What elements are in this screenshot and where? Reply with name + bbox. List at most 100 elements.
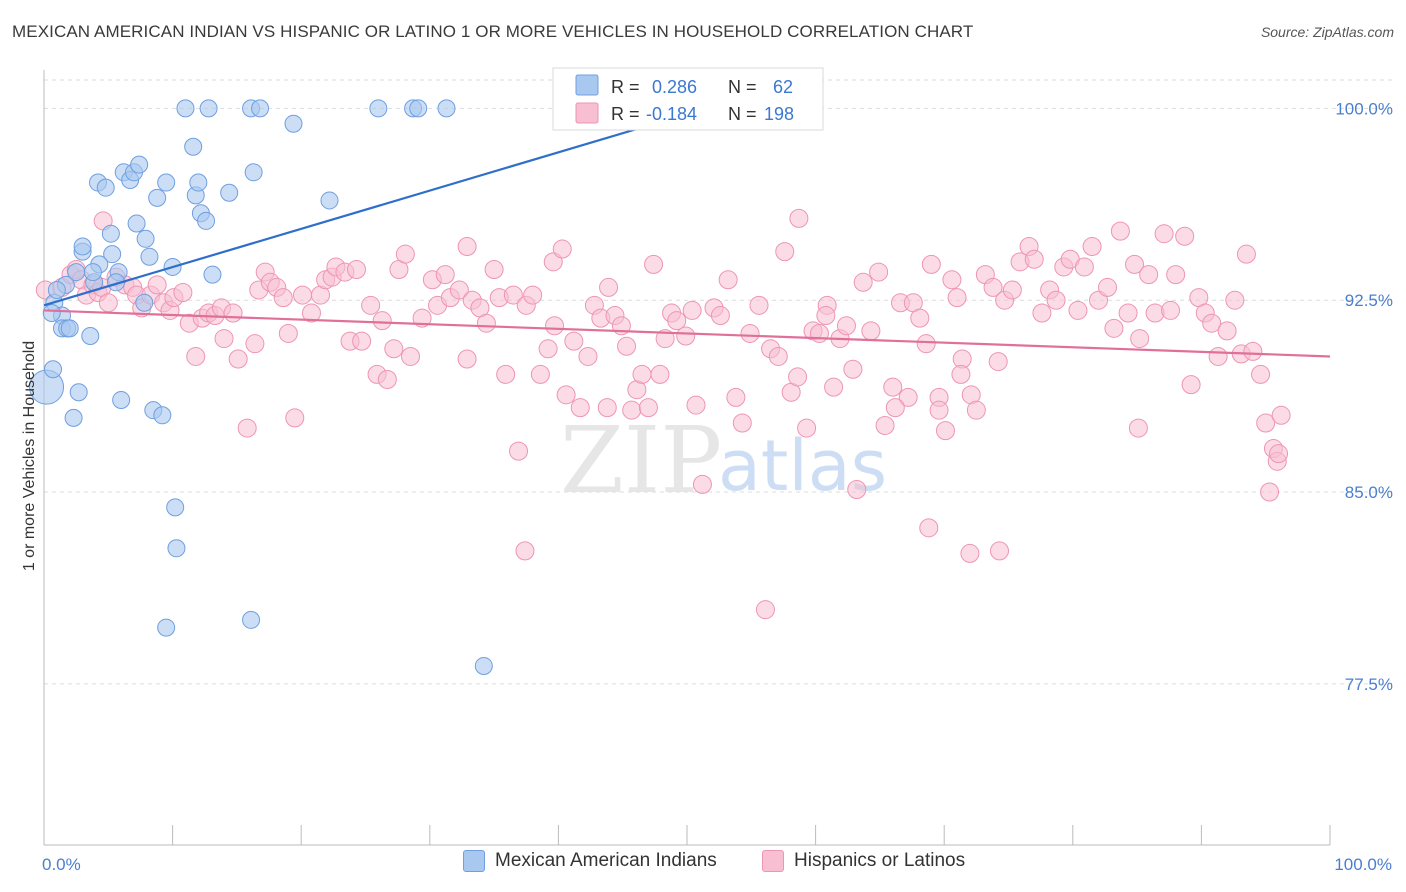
data-point-hispanic: [622, 400, 642, 420]
data-point-hispanic: [228, 349, 248, 369]
legend-r-value-1: 0.286: [652, 77, 697, 97]
data-point-mexican-american-indian: [127, 214, 146, 233]
data-point-hispanic: [816, 306, 836, 326]
data-point-hispanic: [951, 364, 971, 384]
data-point-mexican-american-indian: [112, 390, 131, 409]
data-point-hispanic: [496, 364, 516, 384]
legend-n-value-2: 198: [764, 104, 794, 124]
data-point-hispanic: [1154, 224, 1174, 244]
data-point-hispanic: [916, 334, 936, 354]
data-point-mexican-american-indian: [69, 383, 88, 402]
data-point-mexican-american-indian: [96, 178, 115, 197]
data-point-hispanic: [809, 323, 829, 343]
data-point-hispanic: [1175, 226, 1195, 246]
data-point-hispanic: [273, 288, 293, 308]
data-point-hispanic: [947, 288, 967, 308]
data-point-mexican-american-indian: [42, 303, 61, 322]
data-point-hispanic: [1032, 303, 1052, 323]
data-point-mexican-american-indian: [244, 163, 263, 182]
data-point-hispanic: [523, 285, 543, 305]
axes: [43, 70, 1331, 846]
legend-r-value-2: -0.184: [646, 104, 697, 124]
data-point-hispanic: [435, 265, 455, 285]
legend-swatch-blue: [575, 74, 599, 96]
data-point-hispanic: [966, 400, 986, 420]
data-point-hispanic: [885, 398, 905, 418]
data-point-hispanic: [836, 316, 856, 336]
data-point-mexican-american-indian: [242, 610, 261, 629]
data-point-hispanic: [1208, 346, 1228, 366]
trend-line-mexican-american-indian: [43, 107, 707, 307]
data-point-hispanic: [797, 418, 817, 438]
data-point-hispanic: [352, 331, 372, 351]
data-point-hispanic: [503, 285, 523, 305]
data-point-mexican-american-indian: [167, 539, 186, 558]
data-point-hispanic: [638, 398, 658, 418]
data-point-hispanic: [1236, 244, 1256, 264]
data-point-hispanic: [686, 395, 706, 415]
data-point-mexican-american-indian: [409, 99, 428, 118]
y-tick-label: 92.5%: [1345, 291, 1393, 310]
data-point-hispanic: [1074, 257, 1094, 277]
data-point-mexican-american-indian: [44, 360, 63, 379]
data-point-hispanic: [395, 244, 415, 264]
y-tick-label: 100.0%: [1335, 99, 1393, 118]
data-point-hispanic: [1202, 313, 1222, 333]
data-point-hispanic: [919, 518, 939, 538]
data-point-mexican-american-indian: [369, 99, 388, 118]
data-point-mexican-american-indian: [184, 137, 203, 156]
data-point-hispanic: [1104, 318, 1124, 338]
data-point-hispanic: [676, 326, 696, 346]
data-point-hispanic: [788, 367, 808, 387]
legend-item-hispanics-or-latinos[interactable]: Hispanics or Latinos: [762, 850, 965, 872]
data-point-hispanic: [710, 306, 730, 326]
legend-n-label-2: N =: [728, 104, 757, 124]
stats-legend: R = 0.286 N = 62 R = -0.184 N = 198: [552, 67, 824, 131]
legend-n-label-1: N =: [728, 77, 757, 97]
data-point-hispanic: [1161, 300, 1181, 320]
data-point-mexican-american-indian: [474, 656, 493, 675]
chart-title: MEXICAN AMERICAN INDIAN VS HISPANIC OR L…: [12, 22, 974, 41]
data-point-hispanic: [1128, 418, 1148, 438]
data-point-hispanic: [869, 262, 889, 282]
data-point-hispanic: [578, 346, 598, 366]
data-point-hispanic: [847, 479, 867, 499]
data-point-mexican-american-indian: [64, 408, 83, 427]
data-point-hispanic: [530, 364, 550, 384]
data-point-hispanic: [552, 239, 572, 259]
data-point-hispanic: [1269, 444, 1289, 464]
data-point-hispanic: [692, 474, 712, 494]
data-point-hispanic: [843, 359, 863, 379]
data-point-hispanic: [655, 329, 675, 349]
data-point-mexican-american-indian: [437, 99, 456, 118]
data-point-hispanic: [1046, 290, 1066, 310]
data-point-hispanic: [1082, 236, 1102, 256]
legend-swatch-pink-icon: [762, 850, 784, 872]
data-point-hispanic: [935, 421, 955, 441]
data-point-hispanic: [223, 303, 243, 323]
data-point-hispanic: [346, 260, 366, 280]
source-credit: Source: ZipAtlas.com: [1260, 24, 1394, 40]
data-point-hispanic: [147, 275, 167, 295]
data-point-hispanic: [1225, 290, 1245, 310]
data-point-hispanic: [597, 398, 617, 418]
data-point-hispanic: [476, 313, 496, 333]
data-point-hispanic: [301, 303, 321, 323]
data-point-hispanic: [98, 293, 118, 313]
data-point-hispanic: [667, 311, 687, 331]
data-point-mexican-american-indian: [166, 498, 185, 517]
data-point-hispanic: [401, 346, 421, 366]
data-point-hispanic: [732, 413, 752, 433]
tick-labels: 100.0% 92.5% 85.0% 77.5% 0.0% 100.0%: [42, 99, 1393, 874]
data-point-hispanic: [726, 387, 746, 407]
data-point-hispanic: [789, 208, 809, 228]
data-point-mexican-american-indian: [157, 618, 176, 637]
data-point-hispanic: [372, 311, 392, 331]
data-point-hispanic: [775, 242, 795, 262]
hispanic-points: [35, 208, 1291, 620]
bottom-legend: Mexican American Indians Hispanics or La…: [0, 850, 1406, 880]
data-point-hispanic: [449, 280, 469, 300]
legend-item-mexican-american-indians[interactable]: Mexican American Indians: [463, 850, 717, 872]
data-point-hispanic: [1251, 364, 1271, 384]
